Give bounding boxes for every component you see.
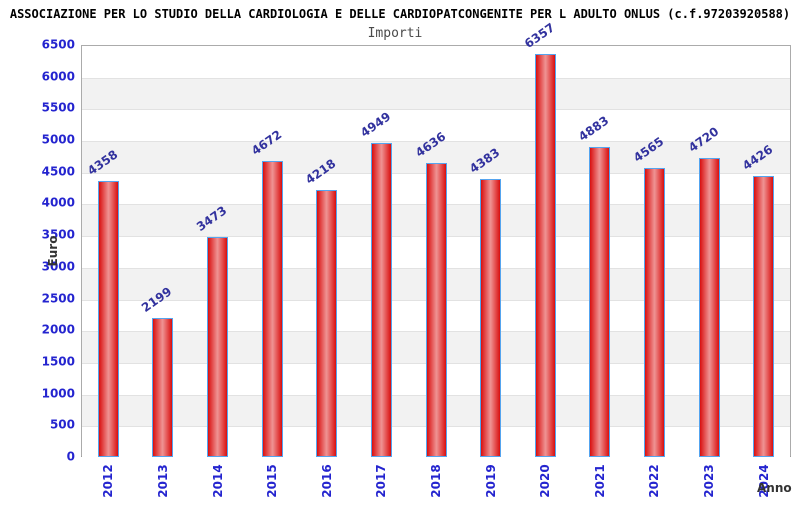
plot-band xyxy=(82,331,790,363)
x-axis-title: Anno xyxy=(757,481,792,495)
plot-band xyxy=(82,109,790,142)
plot-band xyxy=(82,172,790,205)
plot-band xyxy=(82,394,790,427)
y-tick-label: 0 xyxy=(66,449,75,464)
x-tick-label-2013: 2013 xyxy=(155,464,170,498)
plot-band xyxy=(82,46,790,78)
plot-band xyxy=(82,299,790,332)
plot-band xyxy=(82,267,790,300)
y-tick-label: 2500 xyxy=(41,291,75,306)
plot-area xyxy=(81,45,791,458)
y-axis-title: Euro xyxy=(46,235,60,267)
y-tick-label: 5000 xyxy=(41,132,75,147)
y-tick-label: 2000 xyxy=(41,322,75,337)
y-tick-label: 6000 xyxy=(41,69,75,84)
plot-band xyxy=(82,77,790,110)
y-tick-label: 4500 xyxy=(41,164,75,179)
plot-band xyxy=(82,426,790,458)
x-tick-label-2016: 2016 xyxy=(319,464,334,498)
y-tick-label: 4000 xyxy=(41,196,75,211)
y-tick-label: 500 xyxy=(49,418,75,433)
x-tick-label-2021: 2021 xyxy=(592,464,607,498)
x-tick-label-2023: 2023 xyxy=(702,464,717,498)
x-tick-label-2014: 2014 xyxy=(210,464,225,498)
y-tick-label: 1500 xyxy=(41,354,75,369)
chart-title: ASSOCIAZIONE PER LO STUDIO DELLA CARDIOL… xyxy=(9,7,791,21)
x-tick-label-2017: 2017 xyxy=(374,464,389,498)
x-tick-label-2012: 2012 xyxy=(101,464,116,498)
x-tick-label-2018: 2018 xyxy=(429,464,443,498)
plot-band xyxy=(82,362,790,395)
plot-band xyxy=(82,236,790,268)
plot-band xyxy=(82,204,790,237)
x-tick-label-2019: 2019 xyxy=(483,464,498,498)
x-tick-label-2015: 2015 xyxy=(265,464,280,498)
plot-band xyxy=(82,141,790,173)
x-tick-label-2022: 2022 xyxy=(647,464,662,498)
y-tick-label: 1000 xyxy=(41,386,75,401)
x-tick-label-2020: 2020 xyxy=(538,464,553,498)
chart-subtitle: Importi xyxy=(367,26,423,41)
y-tick-label: 5500 xyxy=(41,101,75,116)
